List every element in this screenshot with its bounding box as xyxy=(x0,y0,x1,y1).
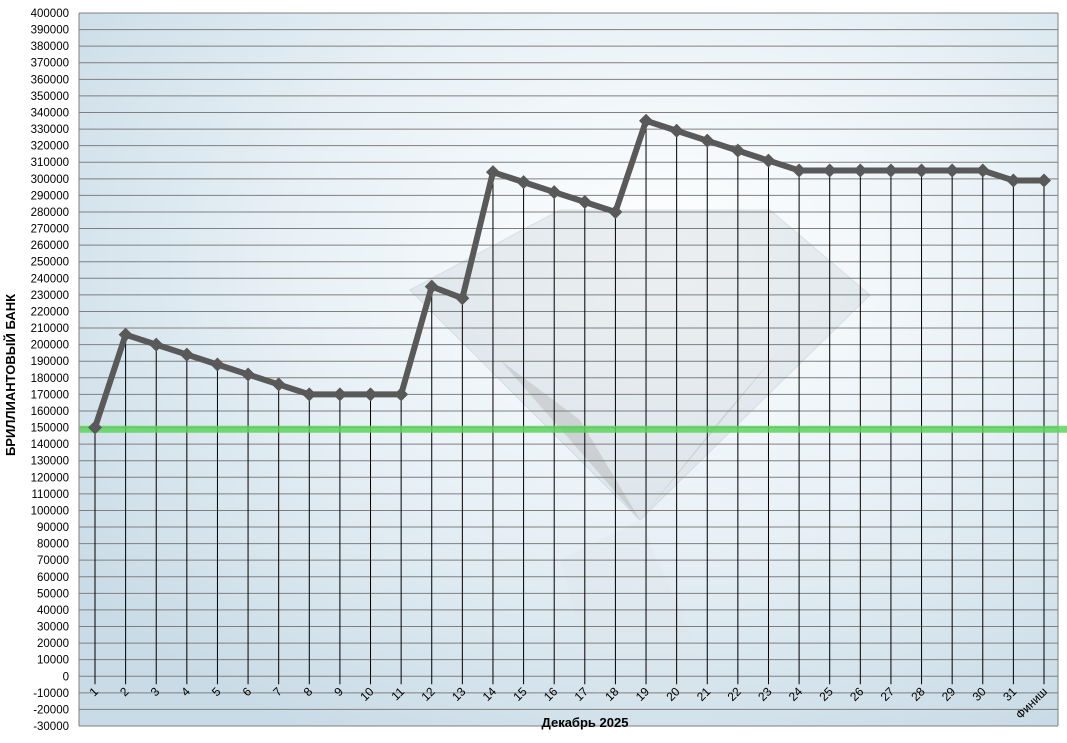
y-tick-label: 40000 xyxy=(37,605,69,617)
y-tick-label: 60000 xyxy=(37,572,69,584)
data-point-marker xyxy=(424,279,439,294)
y-tick-label: 50000 xyxy=(37,588,69,600)
y-tick-label: 250000 xyxy=(31,257,69,269)
data-point-marker xyxy=(1037,173,1051,188)
y-tick-label: 170000 xyxy=(31,389,69,401)
y-tick-label: 150000 xyxy=(31,423,69,435)
data-point-marker xyxy=(210,357,225,372)
data-point-marker xyxy=(485,165,500,180)
y-tick-label: 90000 xyxy=(37,522,69,534)
data-point-marker xyxy=(669,123,684,138)
y-tick-label: 80000 xyxy=(37,539,69,551)
data-point-marker xyxy=(302,387,317,402)
y-tick-label: 330000 xyxy=(31,124,69,136)
data-point-marker xyxy=(241,367,256,382)
y-tick-label: 140000 xyxy=(31,439,69,451)
y-tick-label: 180000 xyxy=(31,373,69,385)
data-point-marker xyxy=(730,143,745,158)
x-axis-title: Декабрь 2025 xyxy=(542,715,629,730)
data-point-marker xyxy=(608,204,623,219)
y-tick-label: 30000 xyxy=(37,622,69,634)
y-tick-label: 370000 xyxy=(31,58,69,70)
data-point-marker xyxy=(149,337,164,352)
data-point-marker xyxy=(118,327,133,342)
data-point-marker xyxy=(853,163,868,178)
y-tick-label: 360000 xyxy=(31,74,69,86)
y-tick-label: 120000 xyxy=(31,472,69,484)
y-tick-label: -10000 xyxy=(33,688,69,700)
data-point-marker xyxy=(700,133,715,148)
data-point-marker xyxy=(88,420,102,435)
data-point-marker xyxy=(363,387,378,402)
data-point-marker xyxy=(455,291,470,306)
y-tick-label: -20000 xyxy=(33,704,69,716)
y-tick-label: 70000 xyxy=(37,555,69,567)
y-tick-label: 310000 xyxy=(31,157,69,169)
data-point-marker xyxy=(547,185,562,200)
data-point-marker xyxy=(179,347,194,362)
y-tick-label: 280000 xyxy=(31,207,69,219)
y-tick-label: 340000 xyxy=(31,107,69,119)
data-point-marker xyxy=(332,387,347,402)
y-tick-label: 240000 xyxy=(31,273,69,285)
y-tick-label: 350000 xyxy=(31,91,69,103)
y-tick-label: 190000 xyxy=(31,356,69,368)
y-tick-label: 320000 xyxy=(31,141,69,153)
y-tick-label: 130000 xyxy=(31,456,69,468)
y-axis-title: БРИЛЛИАНТОВЫЙ БАНК xyxy=(3,294,18,456)
y-tick-label: 400000 xyxy=(31,8,69,20)
y-tick-label: 230000 xyxy=(31,290,69,302)
y-tick-label: 20000 xyxy=(37,638,69,650)
y-tick-label: 100000 xyxy=(31,505,69,517)
y-tick-label: 210000 xyxy=(31,323,69,335)
data-point-marker xyxy=(761,153,776,168)
y-tick-label: 110000 xyxy=(31,489,69,501)
data-point-marker xyxy=(914,163,929,178)
data-point-marker xyxy=(516,175,531,190)
y-tick-label: 290000 xyxy=(31,190,69,202)
y-tick-label: 270000 xyxy=(31,224,69,236)
y-tick-label: -30000 xyxy=(33,721,69,733)
y-tick-label: 300000 xyxy=(31,174,69,186)
y-tick-label: 390000 xyxy=(31,25,69,37)
y-tick-label: 0 xyxy=(63,671,69,683)
data-point-marker xyxy=(1006,173,1021,188)
y-tick-label: 10000 xyxy=(37,655,69,667)
data-point-marker xyxy=(577,195,592,210)
data-point-marker xyxy=(394,387,409,402)
data-point-marker xyxy=(883,163,898,178)
data-point-marker xyxy=(822,163,837,178)
y-tick-label: 220000 xyxy=(31,306,69,318)
data-point-marker xyxy=(639,113,654,128)
diamond-watermark xyxy=(409,209,871,700)
data-point-marker xyxy=(271,377,286,392)
y-tick-label: 160000 xyxy=(31,406,69,418)
data-point-marker xyxy=(792,163,807,178)
data-point-marker xyxy=(975,163,990,178)
y-tick-label: 200000 xyxy=(31,340,69,352)
data-point-marker xyxy=(945,163,960,178)
y-tick-label: 380000 xyxy=(31,41,69,53)
y-tick-label: 260000 xyxy=(31,240,69,252)
